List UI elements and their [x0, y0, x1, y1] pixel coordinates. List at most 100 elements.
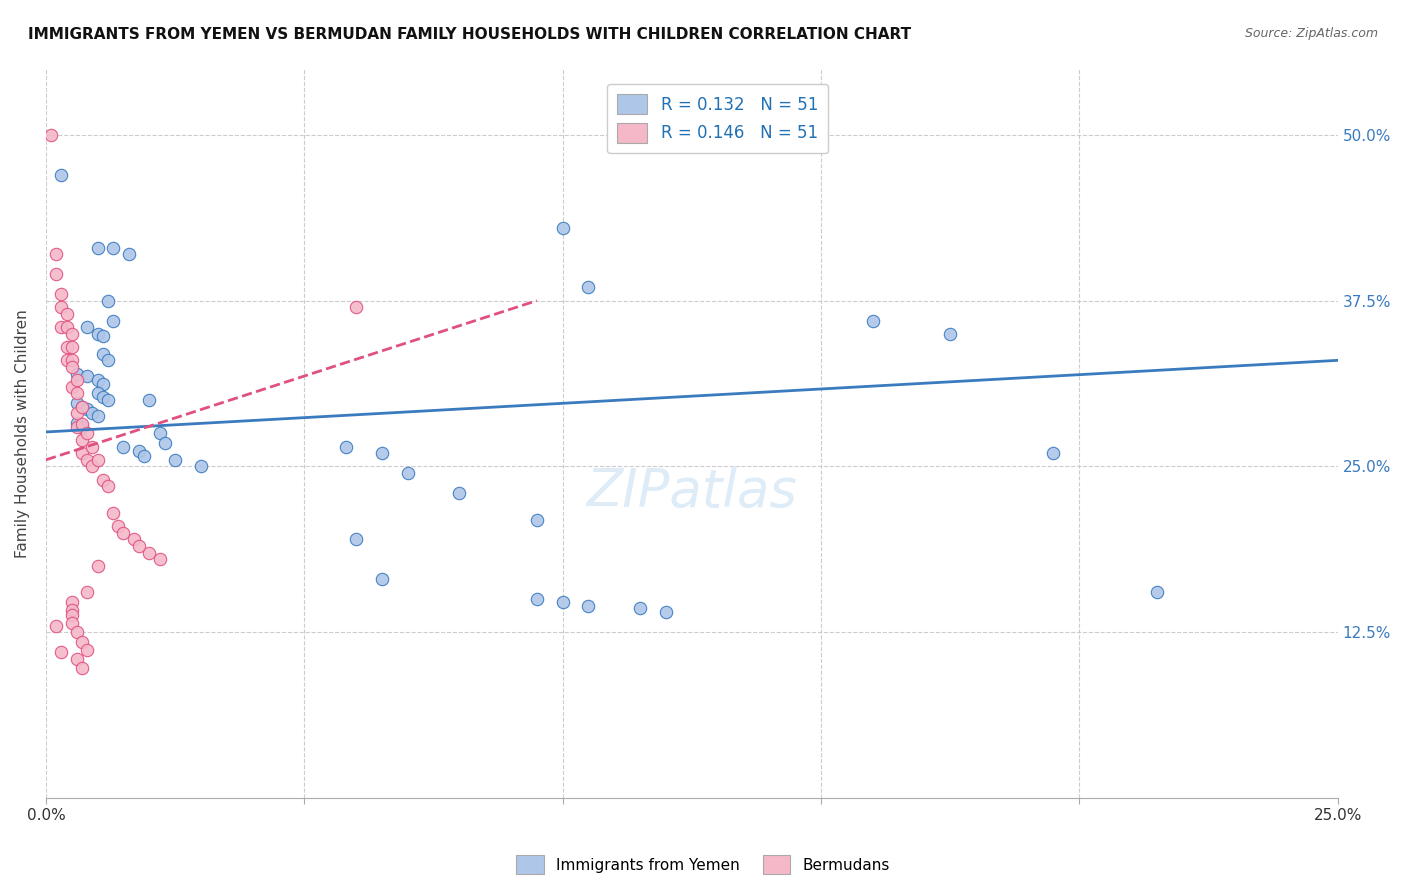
Point: [91, 377, 114, 392]
Y-axis label: Family Households with Children: Family Households with Children: [15, 309, 30, 558]
Point: [149, 426, 172, 441]
Legend: R = 0.132   N = 51, R = 0.146   N = 51: R = 0.132 N = 51, R = 0.146 N = 51: [607, 84, 828, 153]
Point: [628, 601, 651, 615]
Point: [70, 446, 93, 460]
Point: [91, 329, 114, 343]
Point: [371, 572, 394, 586]
Point: [101, 506, 124, 520]
Point: [1042, 446, 1064, 460]
Point: [165, 452, 187, 467]
Point: [578, 280, 600, 294]
Point: [97, 393, 120, 408]
Point: [449, 486, 471, 500]
Point: [60, 353, 83, 368]
Point: [60, 615, 83, 630]
Point: [655, 606, 678, 620]
Point: [60, 326, 83, 341]
Point: [149, 552, 172, 566]
Point: [70, 634, 93, 648]
Point: [128, 539, 150, 553]
Point: [101, 313, 124, 327]
Point: [76, 369, 98, 384]
Point: [70, 400, 93, 414]
Point: [117, 247, 139, 261]
Point: [82, 459, 104, 474]
Point: [76, 452, 98, 467]
Point: [551, 595, 574, 609]
Point: [51, 320, 73, 334]
Point: [122, 533, 145, 547]
Point: [112, 440, 135, 454]
Point: [60, 340, 83, 354]
Point: [862, 313, 884, 327]
Point: [551, 220, 574, 235]
Point: [66, 625, 89, 640]
Text: ZIPatlas: ZIPatlas: [586, 466, 797, 517]
Point: [526, 512, 548, 526]
Point: [60, 607, 83, 622]
Point: [70, 417, 93, 431]
Point: [45, 618, 67, 632]
Point: [66, 396, 89, 410]
Point: [51, 287, 73, 301]
Point: [134, 449, 156, 463]
Point: [66, 419, 89, 434]
Point: [60, 603, 83, 617]
Point: [76, 320, 98, 334]
Point: [939, 326, 962, 341]
Point: [153, 435, 176, 450]
Point: [86, 241, 108, 255]
Point: [344, 533, 367, 547]
Point: [107, 519, 129, 533]
Point: [86, 386, 108, 401]
Point: [578, 599, 600, 613]
Point: [39, 128, 62, 142]
Point: [97, 293, 120, 308]
Point: [76, 426, 98, 441]
Point: [97, 353, 120, 368]
Point: [97, 479, 120, 493]
Point: [86, 452, 108, 467]
Point: [91, 473, 114, 487]
Point: [335, 440, 357, 454]
Point: [51, 300, 73, 314]
Point: [60, 359, 83, 374]
Point: [45, 267, 67, 281]
Point: [66, 373, 89, 387]
Point: [70, 661, 93, 675]
Point: [76, 642, 98, 657]
Point: [51, 645, 73, 659]
Point: [70, 419, 93, 434]
Point: [128, 443, 150, 458]
Point: [60, 380, 83, 394]
Point: [82, 406, 104, 420]
Point: [55, 307, 77, 321]
Point: [138, 546, 160, 560]
Point: [76, 585, 98, 599]
Point: [101, 241, 124, 255]
Point: [86, 558, 108, 573]
Point: [66, 386, 89, 401]
Point: [86, 373, 108, 387]
Point: [1146, 585, 1168, 599]
Point: [70, 400, 93, 414]
Point: [91, 391, 114, 405]
Point: [70, 433, 93, 447]
Text: Source: ZipAtlas.com: Source: ZipAtlas.com: [1244, 27, 1378, 40]
Point: [60, 595, 83, 609]
Point: [138, 393, 160, 408]
Point: [66, 406, 89, 420]
Point: [55, 353, 77, 368]
Point: [76, 402, 98, 417]
Point: [190, 459, 212, 474]
Point: [66, 416, 89, 430]
Point: [396, 466, 419, 480]
Point: [55, 340, 77, 354]
Point: [51, 168, 73, 182]
Point: [112, 525, 135, 540]
Point: [344, 300, 367, 314]
Point: [66, 367, 89, 381]
Legend: Immigrants from Yemen, Bermudans: Immigrants from Yemen, Bermudans: [510, 849, 896, 880]
Text: IMMIGRANTS FROM YEMEN VS BERMUDAN FAMILY HOUSEHOLDS WITH CHILDREN CORRELATION CH: IMMIGRANTS FROM YEMEN VS BERMUDAN FAMILY…: [28, 27, 911, 42]
Point: [86, 409, 108, 423]
